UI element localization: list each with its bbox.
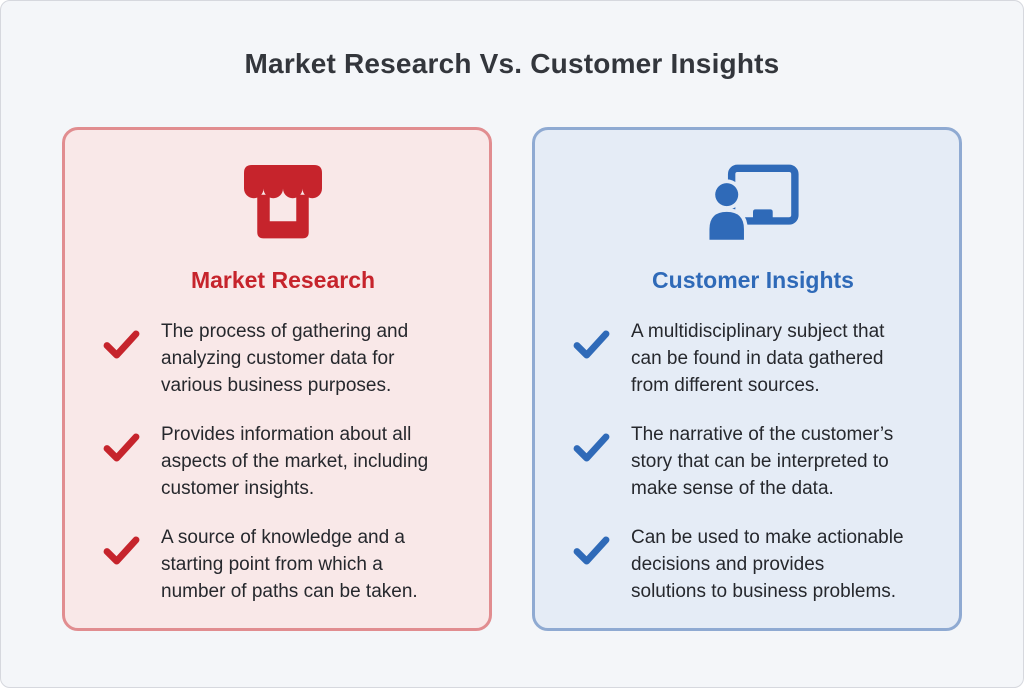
card-title-customer-insights: Customer Insights: [652, 267, 854, 293]
storefront-icon: [103, 164, 463, 240]
customer-insights-points: A multidisciplinary subject that can be …: [573, 318, 933, 605]
point-text: The narrative of the customer’s story th…: [631, 424, 894, 499]
point-text: A multidisciplinary subject that can be …: [631, 321, 885, 396]
check-icon: [573, 536, 610, 565]
list-item: A source of knowledge and a starting poi…: [103, 524, 463, 605]
list-item: A multidisciplinary subject that can be …: [573, 318, 933, 399]
list-item: Provides information about all aspects o…: [103, 421, 463, 502]
check-icon: [103, 330, 140, 359]
comparison-cards: Market Research The process of gathering…: [1, 127, 1023, 631]
page-title: Market Research Vs. Customer Insights: [244, 48, 780, 79]
card-market-research: Market Research The process of gathering…: [62, 127, 492, 631]
market-research-points: The process of gathering and analyzing c…: [103, 318, 463, 605]
list-item: Can be used to make actionable decisions…: [573, 524, 933, 605]
check-icon: [573, 330, 610, 359]
check-icon: [103, 536, 140, 565]
point-text: Can be used to make actionable decisions…: [631, 527, 904, 602]
check-icon: [103, 433, 140, 462]
list-item: The narrative of the customer’s story th…: [573, 421, 933, 502]
check-icon: [573, 433, 610, 462]
point-text: Provides information about all aspects o…: [161, 424, 429, 499]
presentation-icon: [573, 164, 933, 240]
card-customer-insights: Customer Insights A multidisciplinary su…: [532, 127, 962, 631]
point-text: The process of gathering and analyzing c…: [161, 321, 409, 396]
point-text: A source of knowledge and a starting poi…: [161, 527, 418, 602]
list-item: The process of gathering and analyzing c…: [103, 318, 463, 399]
card-title-market-research: Market Research: [190, 267, 376, 293]
